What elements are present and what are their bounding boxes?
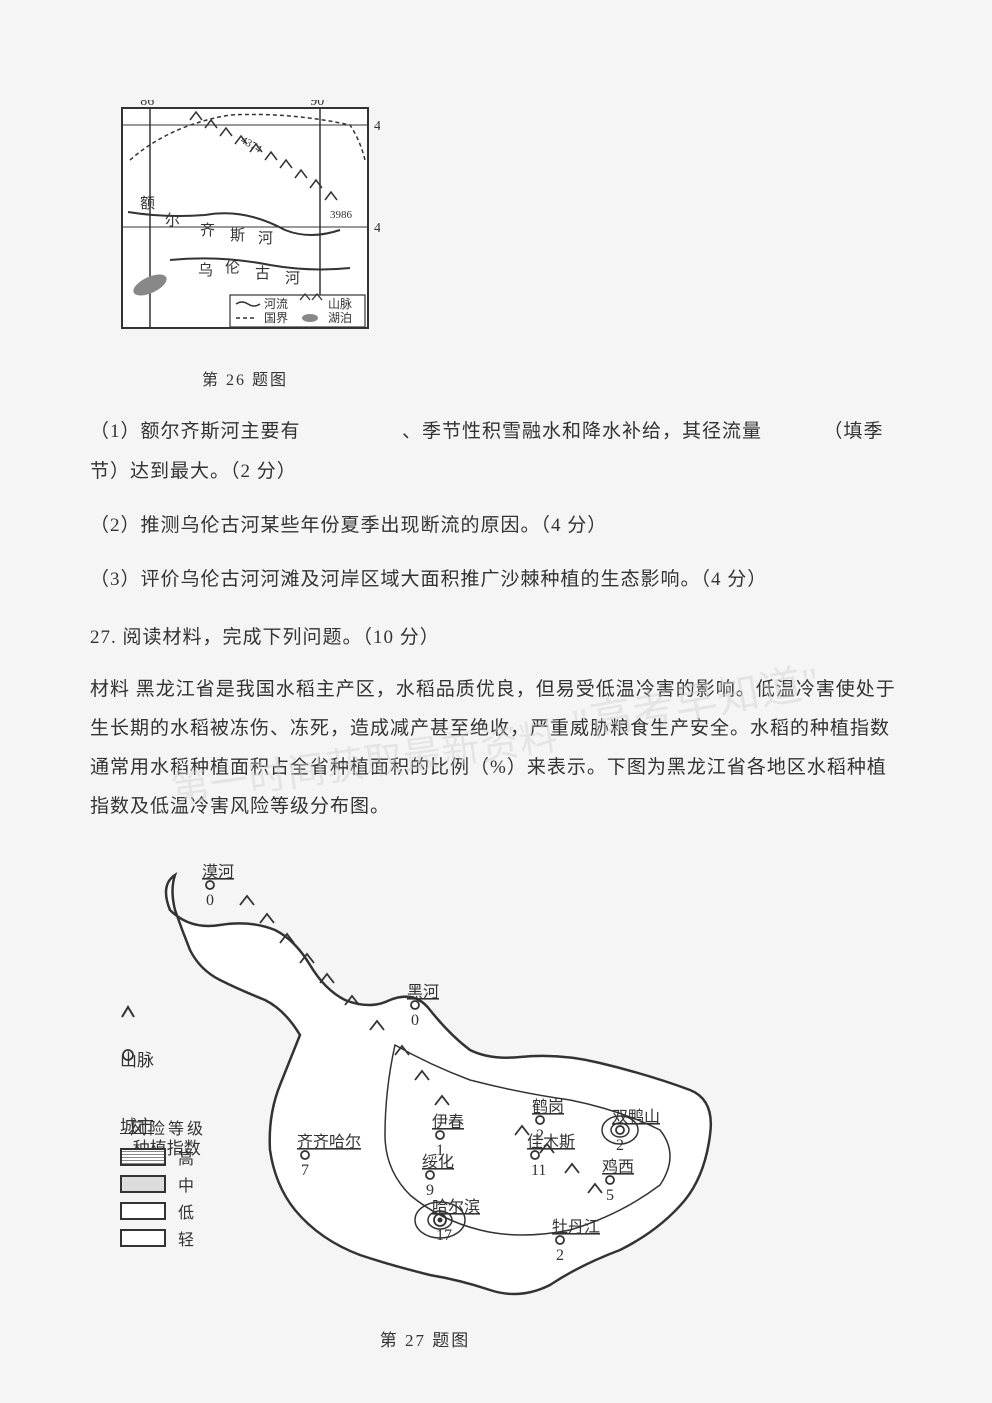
swatch-high xyxy=(120,1148,166,1166)
question-2: （2）推测乌伦古河某些年份夏季出现断流的原因。（4 分） xyxy=(90,506,902,546)
svg-text:双鸭山: 双鸭山 xyxy=(612,1108,660,1126)
svg-text:古: 古 xyxy=(255,265,270,282)
svg-text:河: 河 xyxy=(258,230,273,247)
lat-47: 47° xyxy=(374,221,380,236)
swatch-light xyxy=(120,1229,166,1247)
svg-text:伦: 伦 xyxy=(225,259,240,276)
question-1: （1）额尔齐斯河主要有 、季节性积雪融水和降水补给，其径流量 （填季节）达到最大… xyxy=(90,412,902,492)
swatch-low xyxy=(120,1202,166,1220)
svg-text:鹤岗: 鹤岗 xyxy=(532,1098,564,1116)
svg-text:尔: 尔 xyxy=(165,212,180,229)
svg-text:黑河: 黑河 xyxy=(407,983,439,1001)
svg-text:乌: 乌 xyxy=(198,262,213,279)
svg-text:9: 9 xyxy=(426,1182,434,1199)
svg-text:湖泊: 湖泊 xyxy=(328,310,352,325)
figure-26-caption: 第 26 题图 xyxy=(110,366,380,390)
figure-26-map: 86° 90° 49° 47° 4374 3986 额 尔 齐 斯 xyxy=(110,100,380,360)
svg-text:0: 0 xyxy=(206,892,214,909)
legend-low: 低 xyxy=(178,1199,194,1223)
legend-light: 轻 xyxy=(178,1226,194,1250)
svg-text:齐齐哈尔: 齐齐哈尔 xyxy=(297,1133,361,1151)
svg-text:5: 5 xyxy=(606,1187,614,1204)
swatch-mid xyxy=(120,1175,166,1193)
svg-text:漠河: 漠河 xyxy=(202,863,234,881)
svg-text:17: 17 xyxy=(436,1227,452,1244)
q1-text-b: 、季节性积雪融水和降水补给，其径流量 xyxy=(402,421,762,442)
svg-text:3986: 3986 xyxy=(330,209,353,221)
figure-27-map: 漠河0黑河0伊春1鹤岗2双鸭山2齐齐哈尔7绥化9佳木斯11鸡西5哈尔滨17牡丹江… xyxy=(120,835,730,1320)
figure-27-caption: 第 27 题图 xyxy=(120,1326,730,1351)
svg-text:2: 2 xyxy=(616,1137,624,1154)
svg-text:牡丹江: 牡丹江 xyxy=(552,1218,600,1236)
svg-text:哈尔滨: 哈尔滨 xyxy=(432,1198,480,1216)
svg-text:额: 额 xyxy=(140,195,155,212)
material-body: 材料 黑龙江省是我国水稻主产区，水稻品质优良，但易受低温冷害的影响。低温冷害使处… xyxy=(90,679,896,817)
question-3: （3）评价乌伦古河河滩及河岸区域大面积推广沙棘种植的生态影响。（4 分） xyxy=(90,560,902,600)
legend-risk: 风险等级 高 中 低 轻 xyxy=(120,1115,260,1253)
svg-text:河: 河 xyxy=(285,270,300,287)
svg-text:国界: 国界 xyxy=(264,311,288,325)
svg-text:山脉: 山脉 xyxy=(328,296,352,311)
svg-text:鸡西: 鸡西 xyxy=(602,1158,634,1176)
material-text: 材料 黑龙江省是我国水稻主产区，水稻品质优良，但易受低温冷害的影响。低温冷害使处… xyxy=(90,671,902,827)
legend-mid: 中 xyxy=(178,1172,194,1196)
svg-text:斯: 斯 xyxy=(230,227,245,244)
svg-text:绥化: 绥化 xyxy=(422,1153,454,1171)
svg-text:伊春: 伊春 xyxy=(432,1113,464,1131)
question-27-heading: 27. 阅读材料，完成下列问题。（10 分） xyxy=(90,618,902,658)
watermark-1: "高考早知道" xyxy=(565,640,827,768)
lat-49: 49° xyxy=(374,119,380,134)
legend-risk-title: 风险等级 xyxy=(120,1115,260,1139)
svg-text:0: 0 xyxy=(411,1012,419,1029)
svg-text:佳木斯: 佳木斯 xyxy=(527,1133,575,1151)
svg-text:7: 7 xyxy=(301,1162,309,1179)
svg-text:齐: 齐 xyxy=(200,222,215,239)
page-content: 86° 90° 49° 47° 4374 3986 额 尔 齐 斯 xyxy=(90,100,902,1351)
svg-text:河流: 河流 xyxy=(264,297,288,311)
q1-text-a: （1）额尔齐斯河主要有 xyxy=(90,421,301,442)
legend-high: 高 xyxy=(178,1145,194,1169)
svg-text:2: 2 xyxy=(556,1247,564,1264)
svg-text:11: 11 xyxy=(531,1162,546,1179)
lon-90: 90° xyxy=(310,100,330,109)
lon-86: 86° xyxy=(140,100,160,109)
